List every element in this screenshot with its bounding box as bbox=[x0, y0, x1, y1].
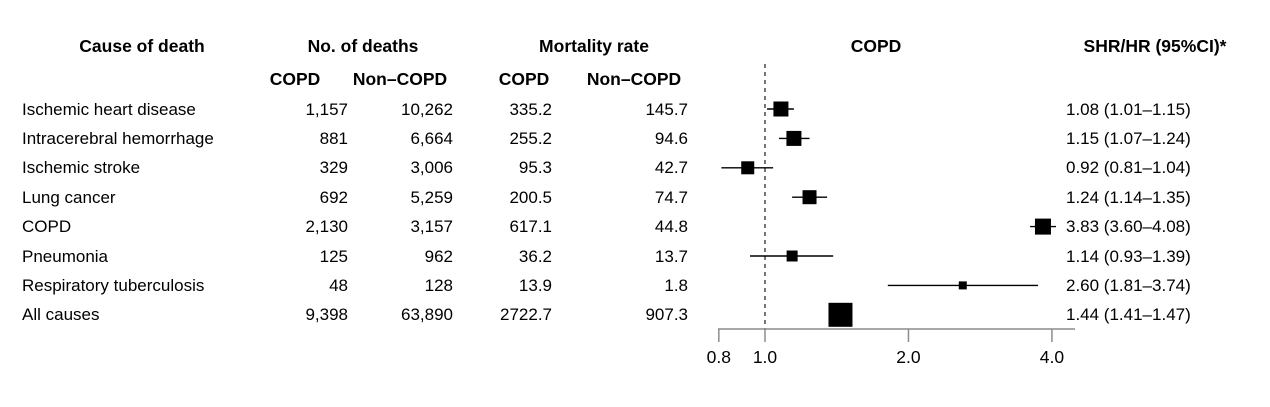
estimate-marker bbox=[741, 161, 755, 175]
header-cause-of-death: Cause of death bbox=[79, 36, 205, 56]
x-axis-tick-label: 0.8 bbox=[707, 347, 731, 367]
cell-deaths-copd: 2,130 bbox=[305, 217, 348, 237]
cell-deaths-noncopd: 3,157 bbox=[410, 217, 453, 237]
row-cause-label: Lung cancer bbox=[22, 187, 116, 207]
estimate-marker bbox=[828, 302, 853, 327]
header-mortality-rate: Mortality rate bbox=[539, 36, 649, 56]
cell-deaths-copd: 692 bbox=[319, 187, 348, 207]
row-cause-label: Ischemic stroke bbox=[22, 158, 141, 178]
cell-deaths-noncopd: 63,890 bbox=[401, 305, 453, 325]
cell-rate-noncopd: 907.3 bbox=[645, 305, 688, 325]
cell-rate-copd: 617.1 bbox=[509, 217, 552, 237]
cell-deaths-noncopd: 10,262 bbox=[401, 99, 453, 119]
row-cause-label: COPD bbox=[22, 217, 72, 237]
cell-shr-hr-ci: 0.92 (0.81–1.04) bbox=[1066, 158, 1191, 178]
row-cause-label: Respiratory tuberculosis bbox=[22, 275, 205, 295]
row-cause-label: Ischemic heart disease bbox=[22, 99, 196, 119]
cell-shr-hr-ci: 1.08 (1.01–1.15) bbox=[1066, 99, 1191, 119]
cell-deaths-noncopd: 6,664 bbox=[410, 128, 453, 148]
cell-rate-noncopd: 145.7 bbox=[645, 99, 688, 119]
cell-rate-copd: 95.3 bbox=[518, 158, 552, 178]
cell-shr-hr-ci: 1.14 (0.93–1.39) bbox=[1066, 246, 1191, 266]
subheader-rate-copd: COPD bbox=[498, 69, 550, 89]
cell-shr-hr-ci: 3.83 (3.60–4.08) bbox=[1066, 217, 1191, 237]
cell-deaths-noncopd: 128 bbox=[424, 275, 453, 295]
cell-shr-hr-ci: 1.24 (1.14–1.35) bbox=[1066, 187, 1191, 207]
estimate-marker bbox=[958, 281, 967, 290]
estimate-marker bbox=[802, 190, 817, 205]
row-cause-label: Pneumonia bbox=[22, 246, 109, 266]
cell-rate-copd: 2722.7 bbox=[500, 305, 552, 325]
row-cause-label: Intracerebral hemorrhage bbox=[22, 128, 214, 148]
cell-deaths-copd: 881 bbox=[319, 128, 348, 148]
cell-deaths-copd: 329 bbox=[319, 158, 348, 178]
x-axis-tick-label: 1.0 bbox=[753, 347, 778, 367]
header-no-of-deaths: No. of deaths bbox=[307, 36, 419, 56]
cell-rate-noncopd: 13.7 bbox=[654, 246, 688, 266]
subheader-rate-noncopd: Non–COPD bbox=[586, 69, 682, 89]
cell-rate-noncopd: 42.7 bbox=[654, 158, 688, 178]
cell-deaths-copd: 125 bbox=[319, 246, 348, 266]
header-shr-hr-ci: SHR/HR (95%CI)* bbox=[1083, 36, 1227, 56]
cell-shr-hr-ci: 2.60 (1.81–3.74) bbox=[1066, 275, 1191, 295]
cell-rate-copd: 335.2 bbox=[509, 99, 552, 119]
cell-rate-noncopd: 74.7 bbox=[654, 187, 688, 207]
x-axis-tick-label: 2.0 bbox=[896, 347, 921, 367]
cell-rate-noncopd: 94.6 bbox=[654, 128, 688, 148]
cell-deaths-noncopd: 962 bbox=[424, 246, 453, 266]
cell-rate-copd: 36.2 bbox=[518, 246, 552, 266]
cell-rate-copd: 13.9 bbox=[518, 275, 552, 295]
cell-rate-copd: 200.5 bbox=[509, 187, 552, 207]
x-axis-tick-label: 4.0 bbox=[1040, 347, 1065, 367]
header-plot-copd: COPD bbox=[850, 36, 902, 56]
estimate-marker bbox=[786, 250, 798, 262]
cell-deaths-copd: 48 bbox=[329, 275, 348, 295]
cell-shr-hr-ci: 1.15 (1.07–1.24) bbox=[1066, 128, 1191, 148]
cell-shr-hr-ci: 1.44 (1.41–1.47) bbox=[1066, 305, 1191, 325]
cell-deaths-noncopd: 3,006 bbox=[410, 158, 453, 178]
estimate-marker bbox=[773, 101, 789, 117]
cell-deaths-copd: 1,157 bbox=[305, 99, 348, 119]
estimate-marker bbox=[786, 130, 802, 146]
row-cause-label: All causes bbox=[22, 305, 100, 325]
estimate-marker bbox=[1034, 218, 1051, 235]
cell-rate-copd: 255.2 bbox=[509, 128, 552, 148]
cell-rate-noncopd: 44.8 bbox=[654, 217, 688, 237]
cell-deaths-copd: 9,398 bbox=[305, 305, 348, 325]
subheader-deaths-copd: COPD bbox=[269, 69, 321, 89]
subheader-deaths-noncopd: Non–COPD bbox=[352, 69, 448, 89]
cell-deaths-noncopd: 5,259 bbox=[410, 187, 453, 207]
cell-rate-noncopd: 1.8 bbox=[664, 275, 688, 295]
